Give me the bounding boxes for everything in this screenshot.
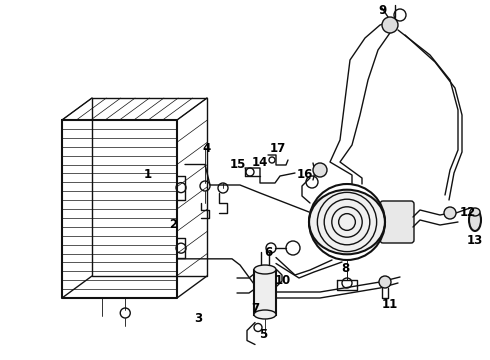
Text: 1: 1 <box>144 168 152 181</box>
Bar <box>254 270 276 315</box>
Text: 12: 12 <box>460 207 476 220</box>
Text: 4: 4 <box>203 141 211 154</box>
Circle shape <box>313 163 327 177</box>
Circle shape <box>444 207 456 219</box>
Ellipse shape <box>309 190 385 254</box>
Text: 3: 3 <box>194 311 202 324</box>
Text: 7: 7 <box>251 302 259 315</box>
Text: 15: 15 <box>230 158 246 171</box>
Text: 9: 9 <box>378 4 386 17</box>
Text: 17: 17 <box>270 141 286 154</box>
Text: 2: 2 <box>169 219 177 231</box>
FancyBboxPatch shape <box>380 201 414 243</box>
Text: 5: 5 <box>259 328 267 342</box>
Text: 6: 6 <box>264 246 272 258</box>
Text: 10: 10 <box>275 274 291 287</box>
Ellipse shape <box>254 310 276 319</box>
Text: 14: 14 <box>252 156 268 168</box>
Text: 8: 8 <box>341 261 349 274</box>
Ellipse shape <box>469 209 481 231</box>
Ellipse shape <box>254 265 276 274</box>
Circle shape <box>379 276 391 288</box>
Text: 11: 11 <box>382 298 398 311</box>
Text: 13: 13 <box>467 234 483 247</box>
Circle shape <box>382 17 398 33</box>
Ellipse shape <box>470 208 480 216</box>
Text: 16: 16 <box>297 168 313 181</box>
